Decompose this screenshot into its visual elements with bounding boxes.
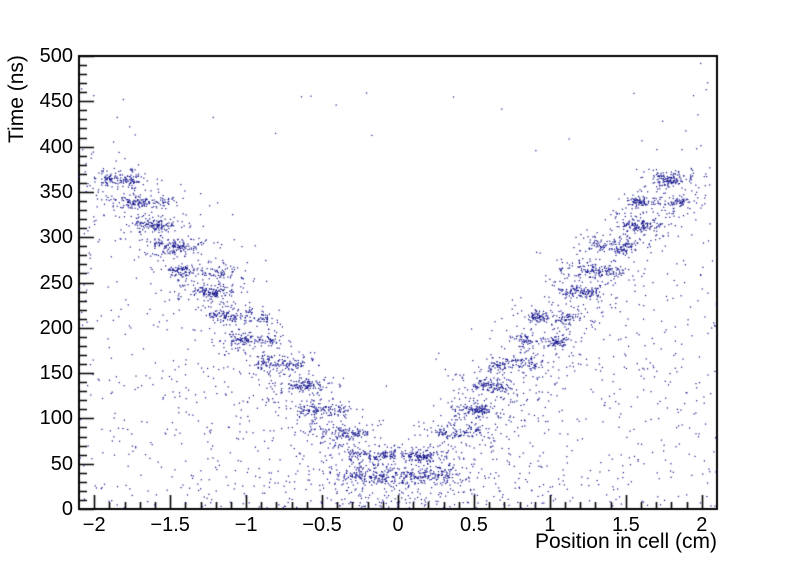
y-tick-label: 150: [39, 362, 73, 385]
y-tick-label: 500: [39, 45, 73, 67]
y-tick-label: 250: [39, 271, 73, 294]
x-tick-label: 0: [392, 514, 404, 536]
x-tick-label: −1: [234, 514, 258, 536]
x-tick-label: 0.5: [460, 514, 488, 536]
y-tick-label: 100: [39, 407, 73, 430]
x-tick-label: −1.5: [150, 514, 190, 536]
y-tick-label: 400: [39, 135, 73, 158]
x-tick-label: −0.5: [302, 514, 342, 536]
x-axis-title: Position in cell (cm): [534, 530, 717, 553]
y-tick-label: 350: [39, 180, 73, 203]
y-tick-label: 0: [61, 498, 73, 520]
y-tick-label: 50: [50, 452, 73, 475]
x-tick-label: 1.5: [611, 514, 640, 536]
y-tick-label: 300: [39, 226, 73, 249]
y-tick-label: 450: [39, 90, 73, 113]
y-tick-label: 200: [39, 316, 73, 339]
x-tick-label: −2: [82, 514, 106, 536]
x-tick-label: 2: [696, 514, 708, 536]
x-tick-label: 1: [544, 514, 556, 536]
